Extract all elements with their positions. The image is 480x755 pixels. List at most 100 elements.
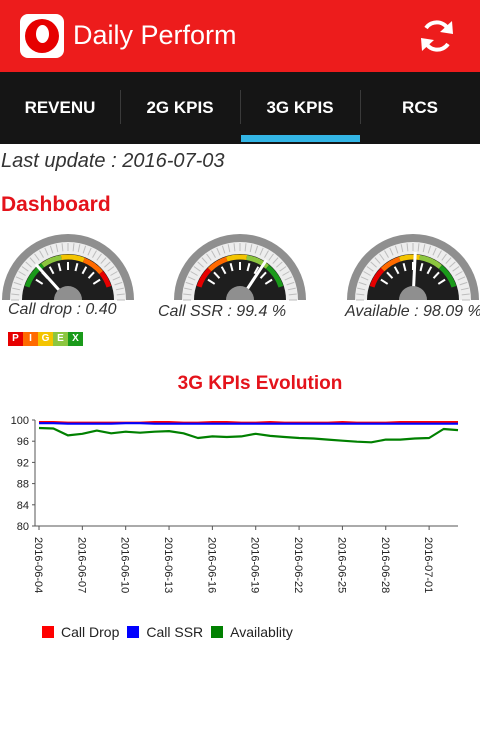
gauge-tick: [216, 247, 221, 256]
gauge-tick: [457, 276, 466, 281]
call-ssr-gauge: [174, 234, 306, 301]
gauge-tick: [282, 271, 290, 276]
gauge-tick: [197, 261, 204, 268]
gauge-band: [419, 255, 443, 269]
gauge-tick: [233, 243, 236, 252]
gauge-tick: [244, 243, 247, 252]
gauge-tick: [379, 253, 385, 261]
gauge-tick: [287, 287, 296, 291]
refresh-icon[interactable]: [418, 17, 456, 55]
gauge-tick: [449, 261, 456, 268]
gauge-major-tick: [253, 266, 260, 275]
tab-2g-kpis[interactable]: 2G KPIS: [146, 98, 214, 117]
gauge-band: [225, 254, 248, 262]
gauge-major-tick: [48, 266, 55, 275]
gauge-tick: [12, 287, 21, 291]
gauge-tick: [110, 271, 118, 276]
gauge-major-tick: [432, 271, 440, 279]
gauge-tick: [29, 257, 36, 264]
gauge-major-tick: [220, 266, 227, 275]
tab-bar: REVENU 2G KPIS 3G KPIS RCS: [0, 72, 480, 144]
gauge-major-tick: [246, 262, 251, 272]
gauge-tick: [268, 253, 274, 261]
scale-letter-i: I: [23, 332, 38, 346]
app-bar: Daily Perform: [0, 0, 480, 72]
gauge-tick: [193, 266, 201, 272]
kpi-evolution-chart: 80 84 88 92 96 100 2016-06-04 2016-06-07 2016-06…: [11, 415, 459, 593]
gauge-tick: [112, 276, 121, 281]
legend-item-call-drop: Call Drop: [42, 624, 119, 640]
y-tick-label: 88: [17, 479, 29, 491]
x-tick-label: 2016-06-25: [335, 537, 347, 593]
y-tick-label: 96: [17, 436, 29, 448]
y-tick-label: 100: [11, 415, 29, 427]
gauge-tick: [452, 266, 460, 272]
gauge-tick: [96, 253, 102, 261]
gauge-tick: [366, 266, 374, 272]
legend-swatch: [42, 626, 54, 638]
gauge-tick: [286, 281, 295, 286]
gauge-tick: [422, 244, 426, 253]
gauge-major-tick: [213, 271, 221, 279]
tab-rcs[interactable]: RCS: [402, 98, 438, 117]
gauge-tick: [115, 287, 124, 291]
legend-item-call-ssr: Call SSR: [127, 624, 203, 640]
gauge-tick: [459, 281, 468, 286]
gauge-tick: [264, 250, 269, 258]
gauge-tick: [460, 287, 469, 291]
gauge-tick: [183, 293, 192, 296]
scale-letter-g: G: [38, 332, 53, 346]
gauge-major-tick: [207, 278, 216, 285]
x-tick-label: 2016-06-19: [249, 537, 261, 593]
gauge-tick: [11, 293, 20, 296]
legend-swatch: [127, 626, 140, 638]
gauge-band: [196, 267, 212, 288]
gauge-major-tick: [437, 278, 446, 285]
scale-letter-p: P: [8, 332, 23, 346]
gauge-tick: [15, 276, 24, 281]
availability-label: Available : 98.09 %: [345, 303, 480, 320]
gauge-tick: [21, 266, 29, 272]
gauge-hub: [226, 286, 254, 300]
tab-3g-kpis[interactable]: 3G KPIS: [266, 98, 334, 117]
gauge-major-tick: [264, 278, 273, 285]
tab-divider: [360, 90, 361, 124]
gauge-tick: [61, 243, 64, 252]
gauge-tick: [104, 261, 111, 268]
gauge-tick: [13, 281, 22, 286]
gauge-tick: [116, 293, 125, 296]
call-drop-label: Call drop : 0.40: [8, 301, 117, 318]
gauge-tick: [461, 293, 470, 296]
gauge-tick: [374, 257, 381, 264]
legend-label: Call Drop: [61, 624, 120, 640]
gauge-tick: [82, 245, 87, 254]
gauge-tick: [437, 250, 442, 258]
gauge-major-tick: [57, 262, 62, 272]
gauge-band: [24, 263, 45, 288]
gauge-major-tick: [259, 271, 267, 279]
gauge-tick: [249, 244, 253, 253]
gauge-band: [207, 256, 228, 272]
gauge-tick: [384, 250, 389, 258]
gauge-major-tick: [87, 271, 95, 279]
gauge-tick: [77, 244, 81, 253]
x-tick-label: 2016-06-10: [119, 537, 131, 593]
gauge-tick: [211, 250, 216, 258]
gauge-band: [398, 254, 421, 262]
gauge-band: [60, 254, 85, 263]
gauge-major-tick: [393, 266, 400, 275]
tab-divider: [120, 90, 121, 124]
tab-revenu[interactable]: REVENU: [24, 98, 96, 117]
legend-swatch: [211, 626, 224, 638]
gauge-tick: [107, 266, 115, 272]
gauge-tick: [87, 247, 92, 256]
gauge-tick: [363, 271, 371, 276]
gauge-tick: [187, 276, 196, 281]
gauge-tick: [406, 243, 409, 252]
gauge-tick: [227, 244, 231, 253]
gauge-major-tick: [419, 262, 424, 272]
gauge-tick: [114, 281, 123, 286]
gauge-major-tick: [380, 278, 389, 285]
gauge-tick: [18, 271, 26, 276]
legend-label: Call SSR: [146, 624, 204, 640]
